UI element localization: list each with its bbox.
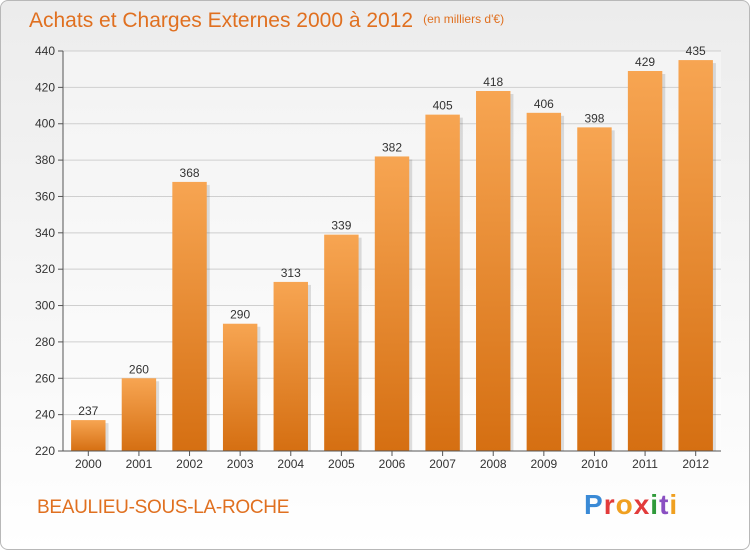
y-tick-label: 240: [35, 408, 55, 422]
x-tick-label: 2000: [75, 457, 102, 471]
x-tick-label: 2006: [379, 457, 406, 471]
y-tick-label: 420: [35, 80, 55, 94]
x-tick-label: 2012: [682, 457, 709, 471]
bar: [71, 420, 106, 451]
y-tick-label: 440: [35, 44, 55, 58]
y-tick-label: 220: [35, 444, 55, 458]
x-tick-label: 2002: [176, 457, 203, 471]
y-tick-label: 400: [35, 117, 55, 131]
chart-title-text: Achats et Charges Externes 2000 à 2012: [29, 9, 414, 32]
bars: [71, 60, 716, 452]
bar-value-label: 398: [584, 111, 604, 125]
x-tick-label: 2005: [328, 457, 355, 471]
axes: [58, 50, 721, 456]
labels: 220 240 260 280 300 320 340 360 380 400 420 440 237 2…: [35, 44, 709, 471]
x-tick-label: 2011: [632, 457, 658, 471]
bar: [222, 323, 258, 451]
bar: [577, 127, 612, 451]
x-tick-label: 2004: [277, 457, 304, 471]
x-tick-label: 2001: [126, 457, 153, 471]
y-tick-label: 340: [35, 226, 55, 240]
bar-value-label: 406: [534, 97, 554, 111]
bar-value-label: 313: [281, 266, 301, 280]
proxiti-logo: Proxiti: [584, 489, 679, 520]
bar: [172, 181, 207, 451]
bar-value-label: 435: [686, 44, 706, 58]
x-tick-label: 2008: [480, 457, 507, 471]
bar-value-label: 339: [331, 219, 351, 233]
bar-value-label: 237: [78, 404, 98, 418]
bar-value-label: 260: [129, 362, 149, 376]
x-tick-label: 2010: [581, 457, 608, 471]
x-tick-label: 2009: [530, 457, 557, 471]
bar-value-label: 405: [433, 99, 453, 113]
bar: [273, 281, 308, 451]
bar: [627, 71, 663, 451]
bar: [121, 378, 157, 451]
bar: [374, 156, 410, 452]
y-tick-label: 360: [35, 189, 55, 203]
y-tick-label: 320: [35, 262, 55, 276]
bar-value-label: 290: [230, 308, 250, 322]
y-tick-label: 380: [35, 153, 55, 167]
chart-title: Achats et Charges Externes 2000 à 2012 (e…: [29, 9, 504, 33]
x-tick-label: 2007: [429, 457, 456, 471]
chart-unit: (en milliers d'€): [423, 12, 505, 26]
bar-value-label: 429: [635, 55, 655, 69]
y-tick-label: 280: [35, 335, 55, 349]
bar: [476, 91, 511, 451]
commune-name: BEAULIEU-SOUS-LA-ROCHE: [37, 497, 290, 518]
bar: [526, 112, 562, 452]
bar-value-label: 382: [382, 140, 402, 154]
bar-value-label: 368: [180, 166, 200, 180]
bar: [678, 60, 713, 451]
bar: [425, 114, 460, 452]
bar-value-label: 418: [483, 75, 503, 89]
y-tick-label: 260: [35, 371, 55, 385]
y-tick-label: 300: [35, 299, 55, 313]
x-tick-label: 2003: [227, 457, 254, 471]
bar: [324, 234, 359, 451]
